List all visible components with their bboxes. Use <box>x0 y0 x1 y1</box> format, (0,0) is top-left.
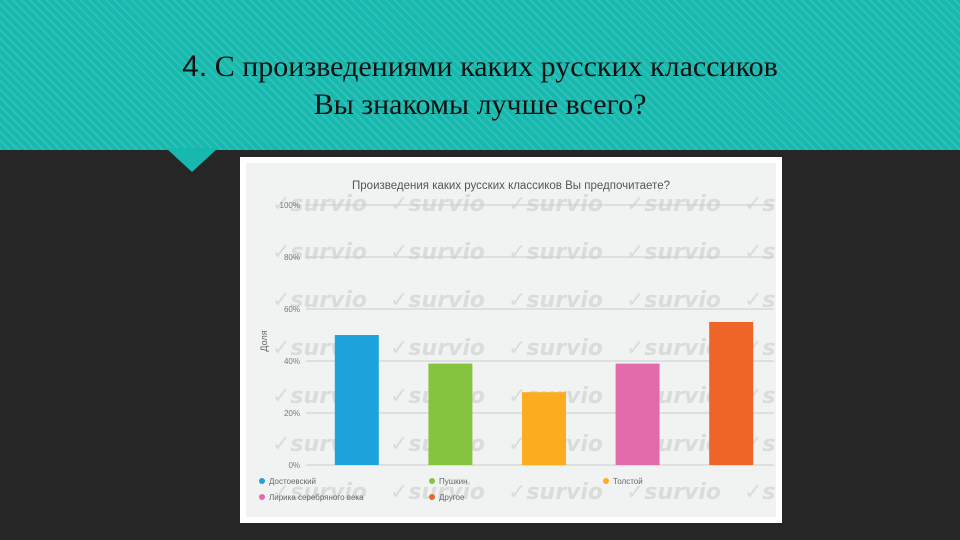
legend-layer: Достоевский Пушкин Толстой Лирика серебряно… <box>259 477 643 502</box>
watermark-text: ✓survio <box>626 240 721 265</box>
banner-notch <box>166 148 218 172</box>
legend-label: Лирика серебряного века <box>269 493 364 502</box>
bar-2 <box>428 363 473 465</box>
watermark-text: ✓survio <box>272 480 367 505</box>
legend-marker <box>603 478 609 484</box>
bar-layer <box>334 322 754 465</box>
legend-label: Толстой <box>613 477 643 486</box>
watermark-text: ✓survio <box>390 480 485 505</box>
y-axis-label: Доля <box>259 330 269 351</box>
watermark-text: ✓survio <box>626 336 721 361</box>
legend-label: Другое <box>439 493 465 502</box>
bar-1 <box>334 335 379 465</box>
grid-layer: 0% 20% 40% 60% 80% 100% <box>280 201 774 470</box>
slide-title-line2: Вы знакомы лучше всего? <box>313 88 647 121</box>
watermark-text: ✓survio <box>272 240 367 265</box>
bar-3 <box>522 392 566 465</box>
watermark-text: ✓survio <box>744 480 776 505</box>
legend-marker <box>259 478 265 484</box>
watermark-text: ✓survio <box>508 336 603 361</box>
legend-label: Достоевский <box>269 477 316 486</box>
bar-4 <box>615 363 660 465</box>
y-tick-label: 100% <box>280 201 300 210</box>
title-banner <box>0 0 960 150</box>
legend-marker <box>429 494 435 500</box>
chart-title: Произведения каких русских классиков Вы … <box>352 180 670 192</box>
y-tick-label: 20% <box>284 409 300 418</box>
bar-5 <box>709 322 754 465</box>
slide-title-line1: 4. С произведениями каких русских класси… <box>0 48 960 86</box>
watermark-text: ✓survio <box>508 480 603 505</box>
watermark-text: ✓survio <box>390 240 485 265</box>
slide-title-number: 4. <box>182 50 208 83</box>
watermark-text: ✓survio <box>508 240 603 265</box>
watermark-text: ✓survio <box>390 336 485 361</box>
legend-marker <box>429 478 435 484</box>
y-tick-label: 40% <box>284 357 300 366</box>
chart-panel: ✓survio ✓survio ✓survio ✓survio ✓survio ✓surv… <box>246 163 776 517</box>
y-tick-label: 0% <box>288 461 300 470</box>
bar-chart: ✓survio ✓survio ✓survio ✓survio ✓survio ✓surv… <box>259 180 776 505</box>
watermark-text: ✓survio <box>744 240 776 265</box>
legend-marker <box>259 494 265 500</box>
slide-title-line1-text: С произведениями каких русских классиков <box>214 50 778 83</box>
y-tick-label: 60% <box>284 305 300 314</box>
slide-title: 4. С произведениями каких русских класси… <box>0 48 960 124</box>
chart-card: ✓survio ✓survio ✓survio ✓survio ✓survio ✓surv… <box>240 157 782 523</box>
watermark-text: ✓survio <box>626 480 721 505</box>
y-tick-label: 80% <box>284 253 300 262</box>
legend-label: Пушкин <box>439 477 468 486</box>
